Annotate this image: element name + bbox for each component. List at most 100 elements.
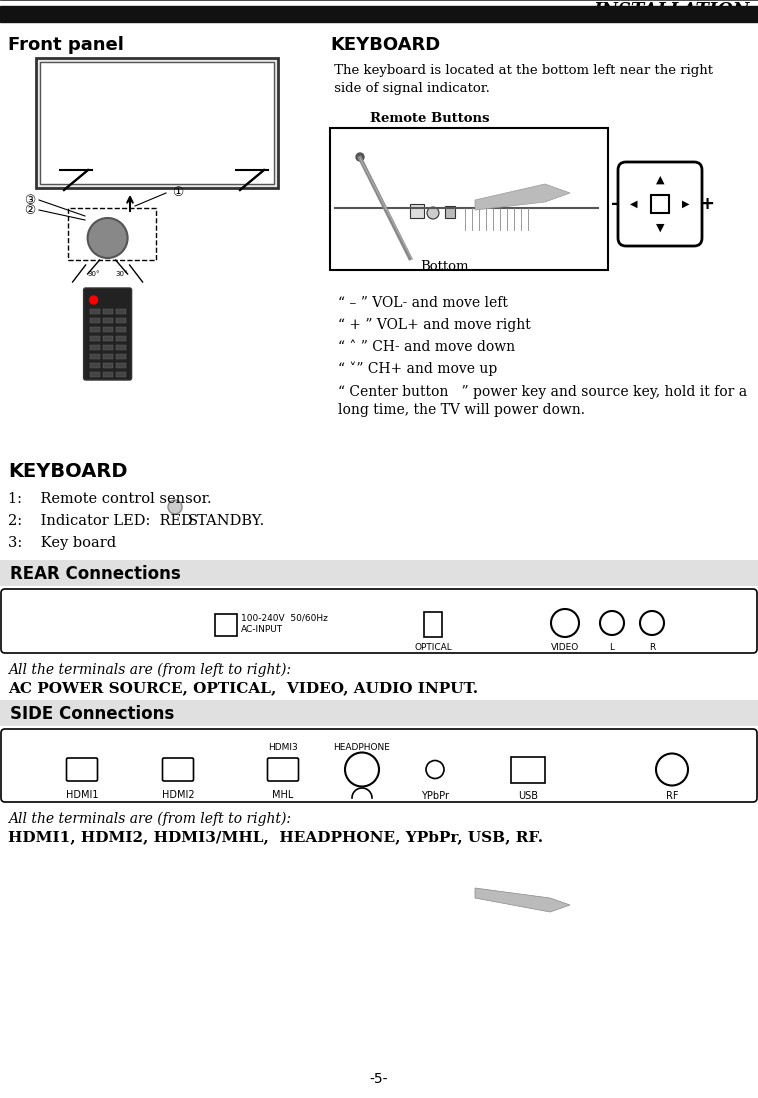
Bar	[89, 318, 99, 323]
Bar	[330, 128, 608, 270]
Bar	[116, 363, 126, 368]
Bar	[89, 372, 99, 377]
Circle shape	[640, 610, 664, 635]
Text: OPTICAL: OPTICAL	[414, 643, 452, 652]
Circle shape	[168, 500, 182, 514]
Bar	[89, 327, 99, 332]
Circle shape	[345, 752, 379, 786]
Text: Bottom: Bottom	[420, 260, 468, 273]
Bar	[68, 208, 156, 260]
Text: “ ˅” CH+ and move up: “ ˅” CH+ and move up	[338, 362, 497, 377]
Circle shape	[89, 296, 98, 304]
Polygon shape	[475, 184, 570, 210]
Text: “ Center button   ” power key and source key, hold it for a: “ Center button ” power key and source k…	[338, 385, 747, 399]
Text: 100-240V  50/60Hz: 100-240V 50/60Hz	[241, 614, 328, 623]
Text: REAR Connections: REAR Connections	[10, 565, 180, 583]
Bar	[116, 336, 126, 341]
Bar	[102, 372, 113, 377]
Bar	[89, 336, 99, 341]
Text: HDMI3: HDMI3	[268, 742, 298, 751]
FancyBboxPatch shape	[618, 163, 702, 246]
Circle shape	[656, 753, 688, 785]
Circle shape	[600, 610, 624, 635]
Text: KEYBOARD: KEYBOARD	[8, 462, 127, 481]
Bar	[89, 345, 99, 350]
Bar	[0, 701, 758, 726]
Text: 30°: 30°	[87, 271, 100, 277]
Text: USB: USB	[518, 791, 538, 802]
Bar	[116, 318, 126, 323]
Circle shape	[427, 208, 439, 219]
Text: ◀: ◀	[630, 199, 637, 209]
Text: side of signal indicator.: side of signal indicator.	[330, 82, 490, 96]
Text: SIDE Connections: SIDE Connections	[10, 705, 174, 722]
Bar	[116, 309, 126, 314]
Bar	[116, 354, 126, 359]
Bar	[0, 5, 758, 22]
Text: All the terminals are (from left to right):: All the terminals are (from left to righ…	[8, 663, 291, 677]
Bar	[102, 336, 113, 341]
Text: AC-INPUT: AC-INPUT	[241, 625, 283, 634]
Text: HEADPHONE: HEADPHONE	[334, 743, 390, 752]
Text: MHL: MHL	[272, 789, 293, 799]
Text: -5-: -5-	[370, 1072, 388, 1086]
Text: KEYBOARD: KEYBOARD	[330, 36, 440, 54]
Text: HDMI1: HDMI1	[66, 789, 99, 799]
Text: 30°: 30°	[115, 271, 128, 277]
Text: HDMI2: HDMI2	[161, 789, 194, 799]
Text: +: +	[699, 195, 714, 213]
Text: “ + ” VOL+ and move right: “ + ” VOL+ and move right	[338, 318, 531, 332]
Text: ▲: ▲	[656, 175, 664, 184]
Text: 2:    Indicator LED:  RED: 2: Indicator LED: RED	[8, 514, 193, 528]
Circle shape	[356, 153, 364, 161]
Bar	[511, 757, 545, 783]
Text: ①: ①	[172, 187, 183, 200]
Text: ▼: ▼	[656, 223, 664, 233]
Text: L: L	[609, 643, 615, 652]
FancyBboxPatch shape	[268, 758, 299, 781]
Circle shape	[551, 609, 579, 637]
Text: 1:    Remote control sensor.: 1: Remote control sensor.	[8, 492, 211, 506]
Bar	[36, 58, 278, 188]
Text: long time, the TV will power down.: long time, the TV will power down.	[338, 403, 585, 417]
Text: 3:    Key board: 3: Key board	[8, 536, 116, 550]
Text: Remote Buttons: Remote Buttons	[370, 112, 490, 125]
Bar	[89, 309, 99, 314]
Bar	[651, 195, 669, 213]
Text: -: -	[610, 195, 618, 213]
Bar	[102, 354, 113, 359]
FancyBboxPatch shape	[67, 758, 98, 781]
Bar	[89, 354, 99, 359]
Bar	[102, 318, 113, 323]
Bar	[410, 204, 424, 219]
Text: “ ˄ ” CH- and move down: “ ˄ ” CH- and move down	[338, 340, 515, 354]
Bar	[102, 345, 113, 350]
Bar	[445, 206, 455, 219]
Text: YPbPr: YPbPr	[421, 791, 449, 802]
Bar	[424, 612, 442, 637]
FancyBboxPatch shape	[83, 288, 132, 380]
FancyBboxPatch shape	[162, 758, 193, 781]
Bar	[102, 309, 113, 314]
Text: “ – ” VOL- and move left: “ – ” VOL- and move left	[338, 296, 508, 310]
Circle shape	[88, 219, 127, 258]
Text: AC POWER SOURCE, OPTICAL,  VIDEO, AUDIO INPUT.: AC POWER SOURCE, OPTICAL, VIDEO, AUDIO I…	[8, 681, 478, 695]
Bar	[102, 327, 113, 332]
Bar	[116, 345, 126, 350]
Text: The keyboard is located at the bottom left near the right: The keyboard is located at the bottom le…	[330, 64, 713, 77]
Text: ③: ③	[24, 193, 36, 206]
Bar	[116, 372, 126, 377]
Bar	[0, 560, 758, 586]
Text: R: R	[649, 643, 655, 652]
Polygon shape	[475, 888, 570, 912]
Text: INSTALLATION: INSTALLATION	[594, 2, 750, 20]
FancyBboxPatch shape	[1, 589, 757, 653]
FancyBboxPatch shape	[1, 729, 757, 802]
Bar	[215, 614, 237, 636]
Text: HDMI1, HDMI2, HDMI3/MHL,  HEADPHONE, YPbPr, USB, RF.: HDMI1, HDMI2, HDMI3/MHL, HEADPHONE, YPbP…	[8, 830, 543, 844]
Circle shape	[426, 761, 444, 778]
Bar	[89, 363, 99, 368]
Text: VIDEO: VIDEO	[551, 643, 579, 652]
Text: STANDBY.: STANDBY.	[188, 514, 265, 528]
Bar	[116, 327, 126, 332]
